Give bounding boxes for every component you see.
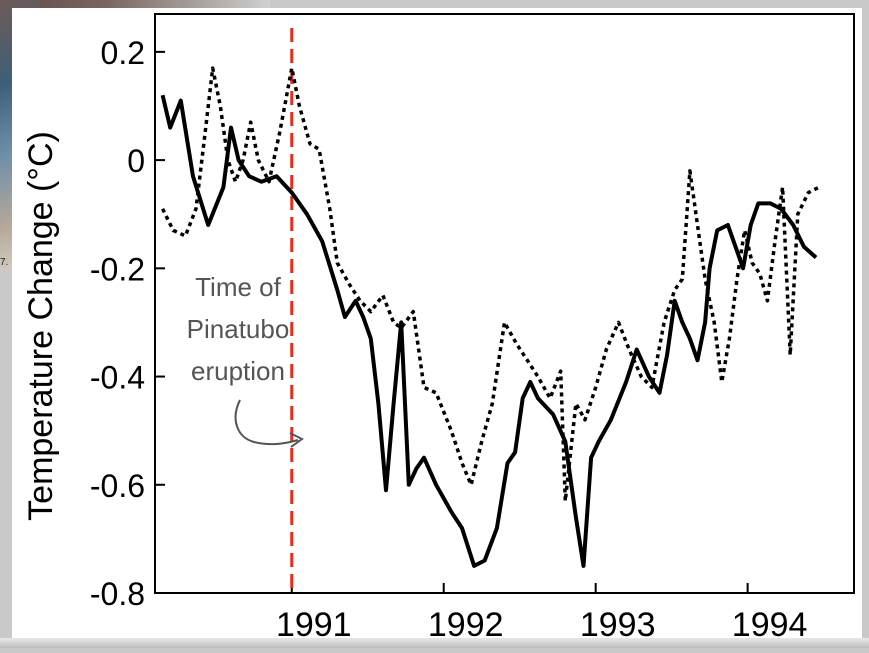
y-tick-label: -0.2 xyxy=(90,251,145,287)
eruption-pointer-arrow xyxy=(234,399,299,446)
eruption-pointer-arrowhead xyxy=(289,432,304,448)
eruption-label-line-1: Time of xyxy=(195,272,281,302)
background-fragment-label: 7. xyxy=(0,257,9,268)
eruption-annotation: Time of Pinatubo eruption xyxy=(187,272,304,448)
bottom-strip xyxy=(0,638,869,648)
axes xyxy=(154,13,855,594)
y-tick-label: -0.8 xyxy=(90,576,145,612)
y-tick-label: 0 xyxy=(127,143,145,179)
y-axis-label: Temperature Change (°C) xyxy=(22,131,60,521)
dotted-series-line xyxy=(161,66,820,503)
x-tick-label: 1992 xyxy=(428,606,504,644)
x-tick-label: 1991 xyxy=(276,606,352,644)
solid-series-line xyxy=(160,94,818,568)
x-tick-label: 1993 xyxy=(580,606,656,644)
series xyxy=(160,28,820,593)
y-tick-label: -0.4 xyxy=(90,360,145,396)
x-tick-label: 1994 xyxy=(732,606,808,644)
plot-frame xyxy=(154,13,855,594)
ticks: 0.2 0 -0.2 -0.4 -0.6 -0.8 1991 1992 1993 1994 xyxy=(90,35,808,644)
y-tick-label: 0.2 xyxy=(101,35,145,71)
y-tick-label: -0.6 xyxy=(90,468,145,504)
eruption-label-line-3: eruption xyxy=(191,356,285,386)
eruption-label-line-2: Pinatubo xyxy=(187,314,290,344)
chart-panel: 0.2 0 -0.2 -0.4 -0.6 -0.8 1991 1992 1993 1994 Tim… xyxy=(12,8,862,648)
temperature-chart: 0.2 0 -0.2 -0.4 -0.6 -0.8 1991 1992 1993 1994 Tim… xyxy=(22,13,855,644)
